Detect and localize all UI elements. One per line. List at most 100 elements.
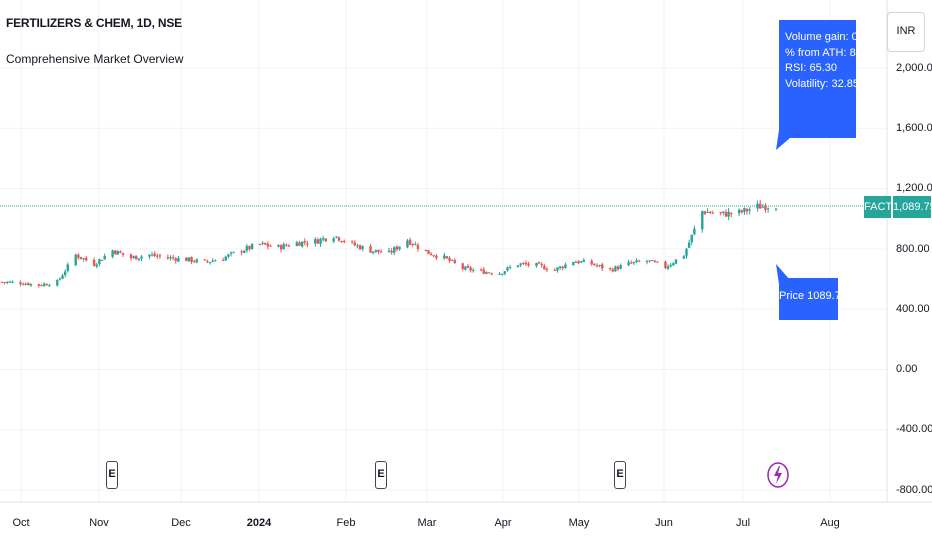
- candle: [169, 255, 172, 261]
- candle: [693, 225, 696, 236]
- earnings-e-icon[interactable]: E: [614, 461, 626, 489]
- earnings-e-icon[interactable]: E: [106, 461, 118, 489]
- candle-body: [395, 246, 399, 250]
- candle: [445, 255, 449, 260]
- symbol-title: FERTILIZERS & CHEM, 1D, NSE: [6, 16, 182, 30]
- candle-body: [637, 260, 641, 262]
- candle: [269, 244, 272, 247]
- candle: [690, 234, 693, 246]
- x-tick-label: Jun: [655, 517, 673, 529]
- candle: [666, 264, 670, 271]
- candle-body: [630, 262, 633, 264]
- candle: [132, 255, 135, 259]
- candle-body: [730, 212, 733, 214]
- candle-body: [432, 255, 435, 257]
- candle: [240, 249, 243, 256]
- candle-body: [574, 261, 578, 263]
- info-volume-gain: Volume gain: 0.50: [785, 31, 874, 43]
- earnings-e-icon[interactable]: E: [375, 461, 387, 489]
- candle-body: [503, 271, 507, 274]
- candle: [248, 245, 251, 252]
- candle: [300, 241, 304, 248]
- candle: [177, 256, 180, 263]
- candle-body: [337, 237, 341, 241]
- candle: [453, 258, 457, 264]
- candle: [764, 203, 767, 213]
- candle: [361, 245, 364, 252]
- candle: [543, 263, 546, 270]
- candle: [743, 207, 746, 215]
- candle-body: [258, 243, 262, 245]
- x-tick-label: Apr: [494, 517, 512, 529]
- candle: [285, 243, 288, 247]
- candle-body: [6, 281, 9, 283]
- candle: [158, 253, 162, 259]
- x-tick-label: Dec: [171, 517, 191, 529]
- candle-body: [701, 211, 704, 230]
- candle-body: [208, 262, 212, 264]
- candle: [224, 255, 227, 262]
- candle-body: [92, 259, 96, 266]
- candle: [427, 250, 430, 254]
- candle-body: [690, 234, 693, 243]
- candle-body: [306, 243, 309, 245]
- candle: [150, 251, 154, 257]
- candle: [450, 259, 454, 261]
- candle: [448, 256, 451, 263]
- candle-body: [111, 250, 114, 257]
- candle-body: [572, 262, 575, 266]
- candle: [508, 264, 512, 270]
- candle-body: [724, 211, 728, 217]
- candle: [429, 252, 433, 256]
- candle: [645, 259, 649, 265]
- candle-body: [651, 260, 654, 262]
- candle: [277, 244, 280, 248]
- candle: [19, 280, 22, 287]
- candle-body: [356, 245, 359, 247]
- candle: [506, 266, 509, 272]
- candle-body: [411, 243, 414, 245]
- candle: [669, 263, 672, 268]
- candle: [614, 265, 617, 272]
- indicator-title[interactable]: Comprehensive Market Overview: [6, 52, 184, 66]
- candle-body: [243, 250, 246, 253]
- candle: [187, 257, 191, 263]
- candle: [206, 259, 209, 264]
- candle: [279, 244, 283, 253]
- candle-body: [156, 255, 159, 257]
- candle-body: [245, 246, 249, 251]
- candle-body: [429, 253, 433, 256]
- candle-body: [740, 210, 743, 213]
- y-tick-label: 0.00: [896, 363, 918, 375]
- currency-button[interactable]: INR: [887, 12, 925, 52]
- x-tick-label: Nov: [89, 517, 109, 529]
- candle: [343, 239, 346, 244]
- candle-body: [42, 283, 46, 286]
- candle: [648, 260, 651, 263]
- chart-grid: [0, 0, 887, 502]
- candle: [11, 280, 14, 284]
- lightning-icon[interactable]: [766, 460, 790, 490]
- candle-body: [387, 250, 391, 252]
- candle-body: [472, 269, 475, 271]
- candle-body: [508, 267, 512, 269]
- candle: [479, 267, 483, 272]
- candle: [527, 261, 530, 268]
- candle-body: [63, 271, 67, 275]
- candle: [103, 253, 106, 260]
- candle: [656, 261, 659, 263]
- y-tick-label: 2,000.00: [896, 62, 932, 74]
- candle-body: [21, 284, 25, 286]
- candle-body: [129, 254, 133, 259]
- candle-body: [443, 255, 446, 259]
- candle-body: [545, 268, 549, 270]
- candle: [687, 239, 691, 249]
- candle: [321, 235, 325, 242]
- candle-body: [98, 259, 101, 264]
- candle: [595, 263, 599, 268]
- candle-body: [169, 257, 172, 259]
- candle-body: [48, 285, 51, 287]
- candle: [408, 237, 412, 246]
- candle-body: [214, 260, 217, 262]
